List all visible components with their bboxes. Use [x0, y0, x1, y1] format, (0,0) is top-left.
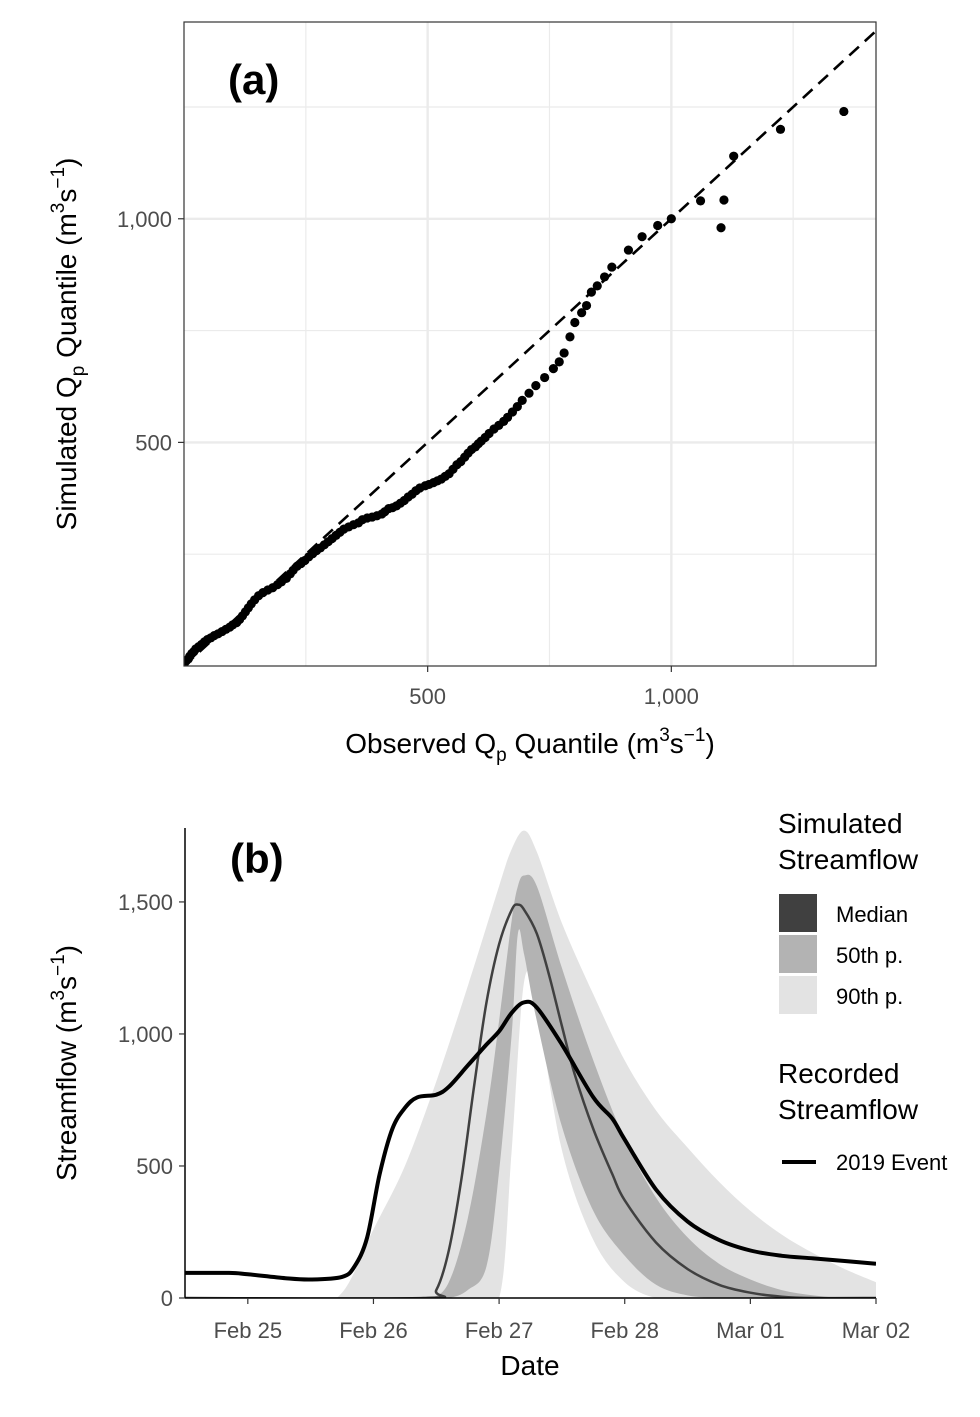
xlabel-a-sub: p	[496, 745, 507, 766]
panel-b: Feb 25 Feb 26 Feb 27 Feb 28 Mar 01 Mar 02 0 50…	[48, 828, 910, 1381]
ylabel-b-main: Streamflow (m	[51, 1001, 82, 1181]
band-90th-percentile	[185, 830, 876, 1298]
x-tick-label: Mar 02	[842, 1318, 910, 1343]
legend-key-50th-percentile	[779, 935, 817, 973]
xlabel-a-rest: Quantile (m	[507, 728, 660, 759]
legend-recorded-title-line1: Recorded	[778, 1058, 899, 1089]
data-point	[531, 380, 541, 391]
y-tick-label: 1,000	[117, 207, 172, 232]
data-point	[512, 402, 522, 412]
data-point	[653, 220, 663, 231]
ylabel-a-sup2: −1	[48, 167, 69, 189]
ylabel-a-close: )	[51, 158, 82, 167]
panel-b-y-axis-title: Streamflow (m3s−1)	[48, 945, 82, 1181]
data-point	[517, 395, 527, 405]
data-point	[581, 300, 592, 311]
legend-key-90th-percentile	[779, 976, 817, 1014]
legend-key-median	[779, 894, 817, 932]
panel-b-y-axis-ticks: 0 500 1,000 1,500	[118, 890, 185, 1311]
panel-a-label: (a)	[228, 56, 279, 103]
legend-label-50th-percentile: 50th p.	[836, 943, 903, 968]
panel-a-background	[184, 22, 876, 666]
xlabel-a-s: s	[670, 728, 684, 759]
panel-a-y-axis-ticks: 500 1,000	[117, 207, 184, 455]
ylabel-a-sup1: 3	[48, 203, 69, 214]
y-tick-label: 1,000	[118, 1022, 173, 1047]
data-point	[570, 317, 580, 328]
data-point	[599, 272, 610, 282]
data-point	[586, 287, 597, 297]
panel-a-gridlines	[184, 22, 876, 666]
data-point	[716, 223, 726, 233]
data-point	[775, 124, 786, 134]
y-tick-label: 500	[136, 1154, 173, 1179]
panel-b-x-axis-title: Date	[500, 1350, 559, 1381]
data-point	[729, 151, 739, 161]
ylabel-b-close: )	[51, 945, 82, 954]
data-point	[548, 363, 558, 374]
data-point	[554, 357, 564, 367]
data-point	[695, 196, 706, 206]
y-tick-label: 500	[135, 430, 172, 455]
ylabel-b-sup1: 3	[48, 990, 69, 1001]
panel-a-border	[183, 21, 877, 667]
data-point	[540, 372, 550, 383]
ylabel-b-sup2: −1	[48, 954, 69, 976]
data-point	[666, 214, 676, 224]
data-point	[839, 106, 849, 117]
median-line	[185, 903, 876, 1298]
y-tick-label: 0	[161, 1286, 173, 1311]
legend: Simulated Streamflow Median 50th p. 90th…	[778, 808, 947, 1175]
recorded-2019-event-line	[185, 999, 876, 1282]
data-point	[565, 332, 575, 342]
x-tick-label: Feb 25	[214, 1318, 283, 1343]
data-point	[623, 245, 634, 255]
data-point	[592, 281, 602, 291]
legend-label-2019-event: 2019 Event	[836, 1150, 947, 1175]
xlabel-a-sup1: 3	[659, 725, 670, 746]
legend-recorded-title-line2: Streamflow	[778, 1094, 919, 1125]
x-tick-label: 500	[409, 684, 446, 709]
x-tick-label: 1,000	[644, 684, 699, 709]
legend-simulated-title-line1: Simulated	[778, 808, 903, 839]
legend-label-90th-percentile: 90th p.	[836, 984, 903, 1009]
data-point	[719, 195, 729, 205]
x-tick-label: Feb 26	[339, 1318, 408, 1343]
data-point	[607, 262, 617, 272]
panel-a-points	[184, 106, 849, 666]
ylabel-b-s: s	[51, 976, 82, 990]
data-point	[524, 388, 534, 398]
xlabel-a-main: Observed Q	[345, 728, 496, 759]
x-tick-label: Mar 01	[716, 1318, 784, 1343]
ylabel-a-rest: Quantile (m	[51, 213, 82, 366]
data-point	[637, 232, 647, 242]
panel-a-x-axis-title: Observed Qp Quantile (m3s−1)	[345, 725, 715, 766]
ylabel-a-s: s	[51, 189, 82, 203]
x-tick-label: Feb 27	[465, 1318, 534, 1343]
one-to-one-reference-line	[184, 29, 876, 666]
xlabel-a-close: )	[705, 728, 714, 759]
data-point	[577, 308, 587, 318]
legend-simulated-title-line2: Streamflow	[778, 844, 919, 875]
panel-b-label: (b)	[230, 835, 284, 882]
x-tick-label: Feb 28	[590, 1318, 659, 1343]
panel-a-y-axis-title: Simulated Qp Quantile (m3s−1)	[48, 158, 89, 531]
data-point	[559, 348, 569, 358]
y-tick-label: 1,500	[118, 890, 173, 915]
legend-label-median: Median	[836, 902, 908, 927]
xlabel-a-sup2: −1	[684, 725, 706, 746]
panel-a-x-axis-ticks: 500 1,000	[409, 666, 699, 709]
ylabel-a-sub: p	[68, 366, 89, 377]
band-50th-percentile	[185, 874, 876, 1298]
ylabel-a-main: Simulated Q	[51, 376, 82, 530]
panel-b-x-axis-ticks: Feb 25 Feb 26 Feb 27 Feb 28 Mar 01 Mar 02	[214, 1298, 910, 1343]
